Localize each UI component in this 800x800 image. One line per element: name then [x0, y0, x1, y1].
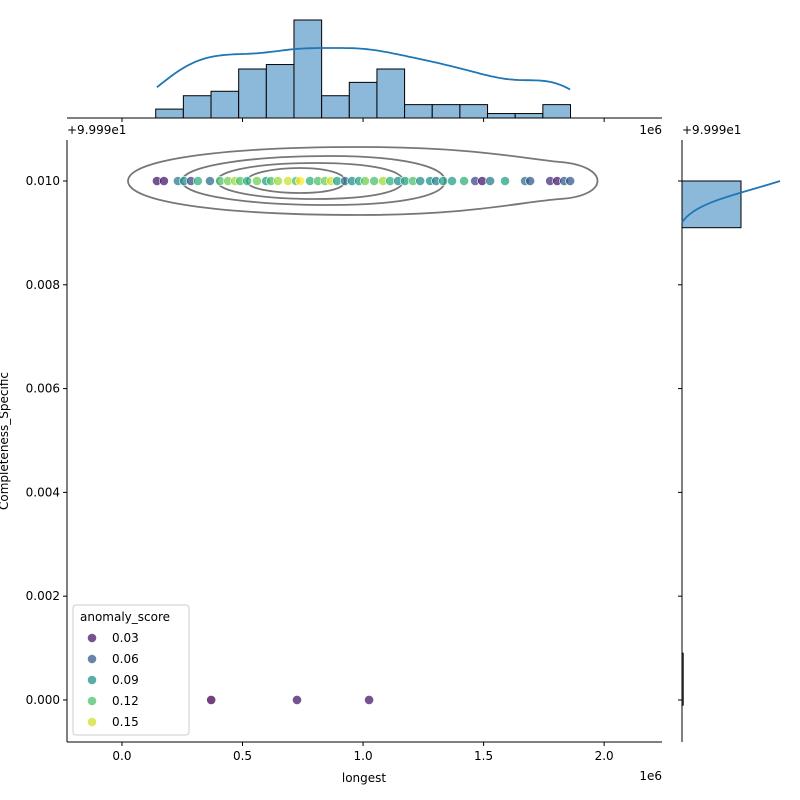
kde-curve: [681, 180, 781, 224]
legend-label: 0.03: [112, 631, 139, 645]
scatter-point: [242, 176, 252, 186]
histogram-bar: [487, 113, 516, 119]
legend-label: 0.12: [112, 694, 139, 708]
contour-outer: [127, 146, 599, 216]
histogram-bar: [348, 81, 378, 119]
x-tick-label: 1.0: [354, 749, 373, 763]
histogram-bar: [514, 113, 544, 119]
kde-curve: [156, 47, 571, 91]
scatter-point: [295, 176, 306, 186]
legend-label: 0.06: [112, 652, 139, 666]
scatter-point: [438, 176, 448, 186]
legend-label: 0.09: [112, 673, 139, 687]
x-offset-text: 1e6: [639, 769, 662, 783]
y-tick-label: 0.006: [26, 382, 60, 396]
legend-marker: [87, 717, 97, 727]
histogram-bar: [210, 90, 240, 119]
scatter-point: [500, 176, 510, 186]
scatter-point: [369, 176, 380, 186]
histogram-bar: [155, 108, 184, 119]
scatter-points: [152, 176, 576, 705]
histogram-bar: [681, 180, 742, 229]
y-tick-label: 0.008: [26, 278, 60, 292]
scatter-point: [252, 176, 262, 186]
right-marginal-offset: +9.999e1: [682, 123, 741, 137]
legend-box: [72, 604, 190, 736]
scatter-point: [193, 176, 203, 186]
scatter-point: [273, 176, 283, 186]
x-tick-label: 2.0: [595, 749, 614, 763]
y-tick-label: 0.000: [26, 693, 60, 707]
legend-marker: [87, 675, 97, 685]
scatter-point: [159, 176, 169, 186]
legend: anomaly_score 0.03 0.06 0.09 0.12 0.15: [72, 604, 190, 736]
histogram-bar: [459, 104, 489, 119]
legend-marker: [87, 654, 97, 664]
scatter-point: [206, 695, 217, 705]
scatter-point: [485, 176, 496, 186]
scatter-point: [565, 176, 576, 186]
scatter-point: [360, 176, 370, 186]
scatter-point: [525, 176, 536, 186]
scatter-point: [459, 176, 469, 186]
y-axis: 0.000 0.002 0.004 0.006 0.008 0.010: [26, 140, 68, 742]
scatter-point: [415, 176, 426, 186]
x-tick-label: 0.0: [112, 749, 131, 763]
top-marginal-histogram: [67, 19, 662, 122]
x-tick-label: 1.5: [474, 749, 493, 763]
x-tick-label: 0.5: [233, 749, 252, 763]
histogram-bar: [265, 64, 295, 119]
histogram-bar: [293, 19, 323, 119]
y-axis-label: Completeness_Specific: [0, 372, 11, 510]
legend-marker: [87, 696, 97, 706]
legend-marker: [87, 633, 97, 643]
scatter-point: [447, 176, 457, 186]
legend-label: 0.15: [112, 715, 139, 729]
legend-title: anomaly_score: [80, 610, 170, 624]
y-tick-label: 0.002: [26, 589, 60, 603]
scatter-point: [205, 176, 215, 186]
histogram-bar: [182, 95, 212, 119]
histogram-bar: [321, 95, 350, 119]
histogram-bar: [431, 104, 461, 119]
x-axis: 0.0 0.5 1.0 1.5 2.0: [67, 741, 662, 763]
scatter-point: [364, 695, 374, 705]
histogram-bar: [404, 104, 433, 119]
histogram-bar: [238, 68, 267, 119]
y-tick-label: 0.010: [26, 174, 60, 188]
histogram-bar: [681, 652, 684, 706]
scatter-point: [292, 695, 302, 705]
x-axis-label: longest: [342, 771, 387, 785]
histogram-bar: [376, 68, 406, 119]
top-marginal-offset-left: +9.999e1: [67, 123, 126, 137]
histogram-bar: [542, 104, 572, 119]
top-marginal-offset-right: 1e6: [639, 123, 662, 137]
y-tick-label: 0.004: [26, 485, 60, 499]
right-marginal-histogram: [678, 140, 781, 742]
